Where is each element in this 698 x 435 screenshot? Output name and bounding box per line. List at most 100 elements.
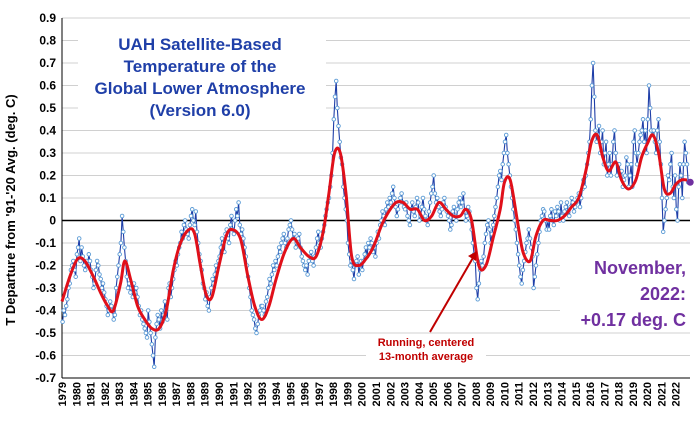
monthly-point	[454, 218, 459, 223]
monthly-point	[73, 274, 78, 279]
y-tick-labels: 0.9 0.8 0.7 0.6 0.5 0.4 0.3 0.2 0.1 0 -0.1 -0.2 -0.3…	[35, 11, 56, 385]
x-tick-label: 1986	[157, 382, 169, 406]
monthly-point	[395, 207, 401, 212]
y-tick-label: -0.6	[35, 349, 56, 363]
monthly-point	[494, 195, 499, 201]
monthly-point	[666, 177, 672, 183]
monthly-point	[231, 231, 237, 237]
monthly-point	[188, 213, 194, 219]
monthly-point	[474, 285, 479, 291]
monthly-point	[442, 195, 447, 201]
monthly-point	[432, 191, 438, 196]
monthly-point	[515, 252, 521, 257]
monthly-point	[655, 128, 660, 133]
monthly-point	[79, 245, 84, 250]
monthly-point	[612, 128, 617, 133]
monthly-point	[119, 213, 125, 219]
monthly-point	[475, 297, 480, 302]
monthly-point	[486, 218, 491, 223]
monthly-point	[237, 222, 243, 228]
monthly-point	[272, 267, 277, 273]
monthly-point	[390, 184, 396, 190]
annotation-line-1: November,	[594, 258, 686, 278]
monthly-point	[210, 276, 215, 282]
monthly-point	[255, 321, 260, 327]
monthly-point	[684, 162, 690, 167]
y-tick-label: -0.7	[35, 371, 56, 385]
x-tick-label: 1996	[300, 382, 312, 406]
monthly-point	[385, 200, 390, 205]
monthly-point	[398, 195, 403, 201]
monthly-point	[458, 204, 464, 210]
average-label-box	[366, 334, 486, 364]
monthly-point	[502, 139, 508, 145]
monthly-point	[373, 254, 378, 259]
monthly-point	[275, 254, 281, 259]
monthly-point	[299, 254, 304, 259]
monthly-point	[493, 204, 498, 210]
monthly-point	[232, 218, 238, 223]
x-tick-label: 2004	[414, 381, 426, 406]
x-tick-label: 1999	[342, 382, 354, 406]
monthly-point	[82, 267, 88, 273]
y-tick-label: -0.5	[35, 326, 56, 340]
monthly-point	[233, 207, 239, 212]
monthly-point	[113, 285, 119, 291]
monthly-point	[405, 213, 410, 219]
monthly-point	[427, 200, 433, 205]
monthly-point	[249, 308, 254, 313]
monthly-point	[350, 267, 356, 273]
monthly-point	[179, 229, 184, 235]
monthly-point	[651, 128, 656, 133]
monthly-point	[392, 195, 397, 201]
chart-title-line-1: UAH Satellite-Based	[118, 35, 281, 54]
chart-title-line-3: Global Lower Atmosphere	[95, 79, 306, 98]
monthly-point	[97, 272, 102, 277]
monthly-point	[93, 267, 99, 273]
monthly-point	[498, 168, 503, 174]
monthly-point	[533, 263, 539, 268]
monthly-point	[638, 132, 643, 138]
monthly-point	[253, 326, 258, 331]
monthly-point	[261, 308, 266, 313]
monthly-point	[292, 231, 297, 237]
y-axis-label: T Departure from '91-'20 Avg. (deg. C)	[3, 94, 18, 325]
monthly-point	[264, 294, 270, 300]
monthly-point	[503, 132, 509, 138]
monthly-point	[665, 173, 671, 178]
series-running-average-line	[60, 132, 688, 332]
monthly-point	[112, 312, 118, 318]
monthly-point	[483, 231, 489, 237]
monthly-point	[417, 218, 422, 223]
monthly-point	[455, 207, 460, 212]
x-tick-labels: 1979 1980 1981 1982 1983 1984 1985 1986 1987 1988…	[57, 381, 683, 406]
monthly-point	[628, 162, 634, 167]
monthly-point	[602, 150, 608, 156]
monthly-point	[122, 245, 127, 250]
x-tick-label: 1988	[185, 382, 197, 406]
monthly-point	[229, 213, 234, 219]
y-tick-label: 0.8	[39, 34, 56, 48]
annotation-box	[560, 246, 690, 332]
monthly-point	[96, 263, 101, 268]
y-tick-label: 0.6	[39, 79, 56, 93]
x-tick-label: 2007	[457, 382, 469, 406]
monthly-point	[463, 218, 469, 223]
monthly-point	[420, 195, 426, 201]
y-tick-label: 0.5	[39, 101, 56, 115]
monthly-point	[678, 173, 684, 178]
monthly-point	[613, 150, 618, 156]
monthly-point	[148, 330, 153, 336]
monthly-point	[622, 173, 628, 178]
monthly-point	[337, 139, 342, 145]
average-label-line-2: 13-month average	[379, 351, 473, 363]
x-tick-label: 2018	[614, 382, 626, 406]
x-tick-label: 1987	[171, 382, 183, 406]
average-label-line-1: Running, centered	[378, 337, 475, 349]
monthly-point	[632, 128, 637, 133]
monthly-point	[117, 252, 122, 257]
monthly-point	[423, 213, 428, 219]
monthly-point	[143, 330, 149, 336]
monthly-point	[62, 312, 68, 318]
x-tick-label: 1984	[128, 381, 140, 406]
